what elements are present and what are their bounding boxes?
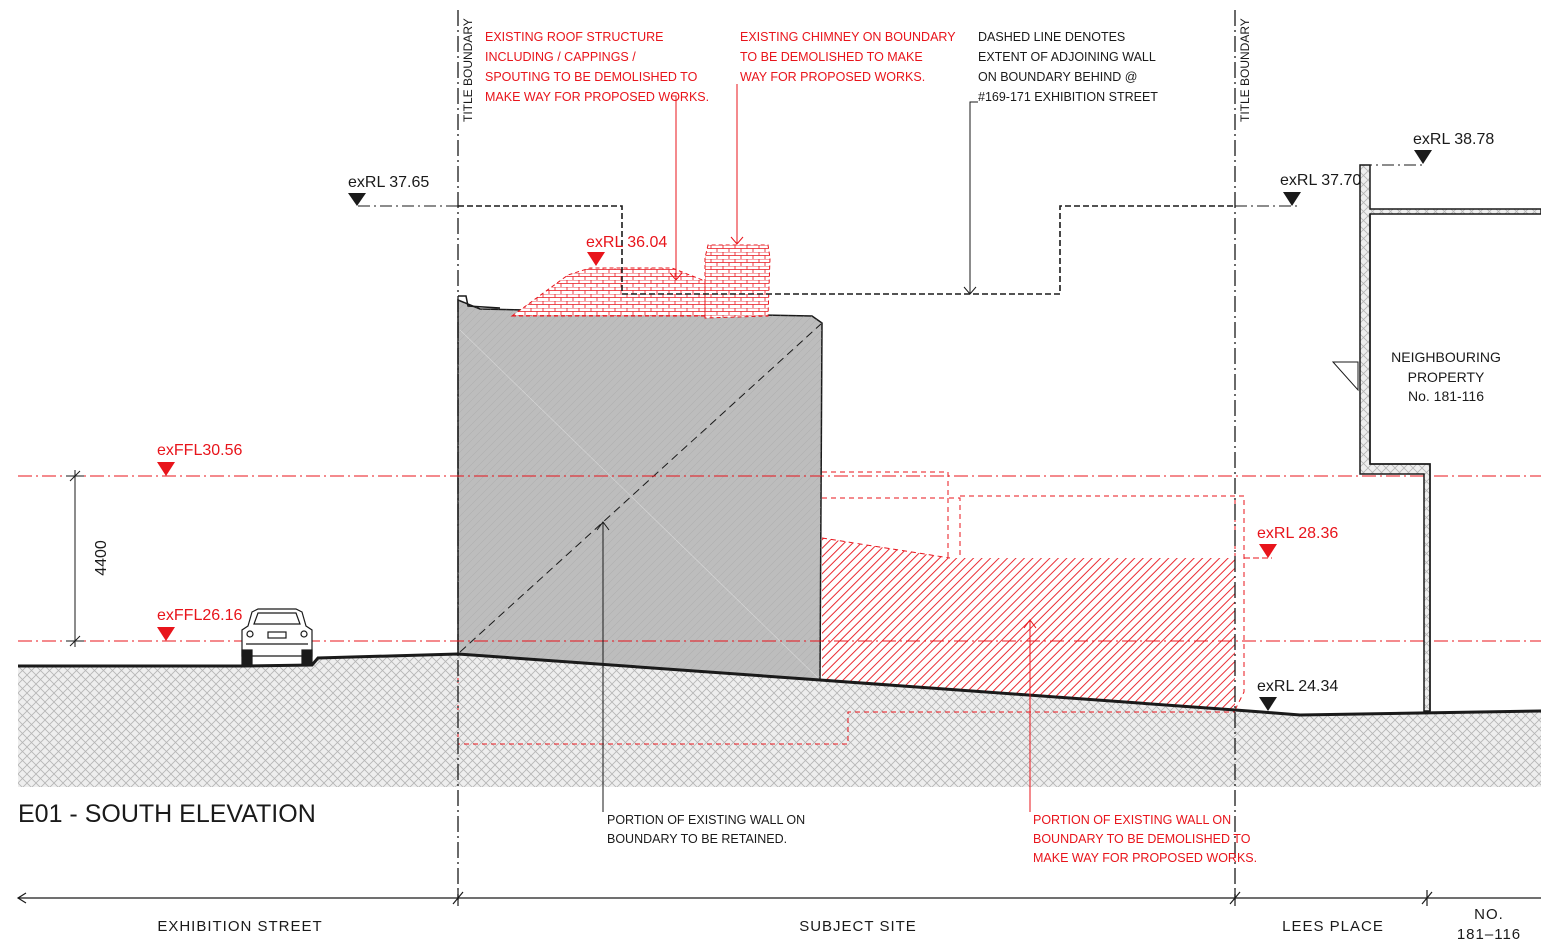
ffl-2616-label: exFFL26.16 bbox=[157, 607, 242, 624]
note-dashed: DASHED LINE DENOTES EXTENT OF ADJOINING … bbox=[978, 30, 1158, 104]
title-boundary-right-label: TITLE BOUNDARY bbox=[1238, 18, 1252, 122]
leaders-red bbox=[669, 84, 1037, 812]
leaders-black bbox=[596, 101, 978, 812]
note-chimney: EXISTING CHIMNEY ON BOUNDARY TO BE DEMOL… bbox=[740, 30, 956, 84]
svg-text:DASHED LINE DENOTES: DASHED LINE DENOTES bbox=[978, 30, 1125, 44]
ground-hatch bbox=[18, 654, 1541, 787]
svg-text:PORTION OF EXISTING WALL ON: PORTION OF EXISTING WALL ON bbox=[607, 813, 805, 827]
car-icon bbox=[241, 608, 313, 665]
neighbour-wall bbox=[1331, 164, 1541, 712]
rl-2434-marker bbox=[1259, 697, 1277, 711]
zone-lees-place: LEES PLACE bbox=[1282, 918, 1384, 935]
svg-text:EXTENT OF ADJOINING WALL: EXTENT OF ADJOINING WALL bbox=[978, 50, 1156, 64]
ffl-2616-marker bbox=[157, 627, 175, 641]
adjoining-wall-outline bbox=[458, 205, 1235, 295]
zone-no-line-2: 181–116 bbox=[1457, 926, 1521, 943]
rl-3878-label: exRL 38.78 bbox=[1413, 131, 1494, 148]
neighbour-line-2: PROPERTY bbox=[1408, 369, 1485, 385]
rl-2434-label: exRL 24.34 bbox=[1257, 678, 1338, 695]
title-boundary-left-label: TITLE BOUNDARY bbox=[461, 18, 475, 122]
rl-2836-label: exRL 28.36 bbox=[1257, 525, 1338, 542]
svg-text:EXISTING CHIMNEY ON BOUNDARY: EXISTING CHIMNEY ON BOUNDARY bbox=[740, 30, 956, 44]
svg-text:EXISTING ROOF STRUCTURE: EXISTING ROOF STRUCTURE bbox=[485, 30, 663, 44]
ffl-3056-label: exFFL30.56 bbox=[157, 442, 242, 459]
zone-exhibition-street: EXHIBITION STREET bbox=[157, 918, 322, 935]
svg-text:ON BOUNDARY BEHIND @: ON BOUNDARY BEHIND @ bbox=[978, 70, 1137, 84]
neighbour-line-3: No. 181-116 bbox=[1408, 388, 1484, 404]
ffl-3056-marker bbox=[157, 462, 175, 476]
svg-text:TO BE DEMOLISHED TO MAKE: TO BE DEMOLISHED TO MAKE bbox=[740, 50, 923, 64]
svg-text:BOUNDARY TO BE RETAINED.: BOUNDARY TO BE RETAINED. bbox=[607, 832, 787, 846]
rl-3765-label: exRL 37.65 bbox=[348, 174, 429, 191]
svg-text:MAKE WAY FOR PROPOSED WORKS.: MAKE WAY FOR PROPOSED WORKS. bbox=[485, 90, 709, 104]
chimney-demolish bbox=[704, 244, 771, 319]
rl-3604-marker bbox=[587, 252, 605, 266]
rl-3770-marker bbox=[1283, 192, 1301, 206]
rl-3878-marker bbox=[1414, 150, 1432, 164]
dimension-4400 bbox=[66, 470, 84, 647]
svg-text:PORTION OF EXISTING WALL ON: PORTION OF EXISTING WALL ON bbox=[1033, 813, 1231, 827]
svg-text:BOUNDARY TO BE DEMOLISHED TO: BOUNDARY TO BE DEMOLISHED TO bbox=[1033, 832, 1251, 846]
note-demolished: PORTION OF EXISTING WALL ON BOUNDARY TO … bbox=[1033, 813, 1257, 865]
svg-text:INCLUDING / CAPPINGS /: INCLUDING / CAPPINGS / bbox=[485, 50, 636, 64]
rl-2836-marker bbox=[1259, 544, 1277, 558]
rl-3765-marker bbox=[348, 193, 366, 206]
rl-3604-label: exRL 36.04 bbox=[586, 234, 667, 251]
roof-demolish bbox=[510, 267, 706, 317]
zone-no-line-1: NO. bbox=[1474, 906, 1504, 923]
zone-subject-site: SUBJECT SITE bbox=[799, 918, 917, 935]
demolish-wall-hatch bbox=[822, 538, 1235, 710]
dimension-4400-label: 4400 bbox=[93, 540, 110, 576]
zone-line bbox=[16, 890, 1541, 906]
svg-text:#169-171 EXHIBITION STREET: #169-171 EXHIBITION STREET bbox=[978, 90, 1158, 104]
svg-text:SPOUTING TO BE DEMOLISHED TO: SPOUTING TO BE DEMOLISHED TO bbox=[485, 70, 698, 84]
svg-text:WAY FOR PROPOSED WORKS.: WAY FOR PROPOSED WORKS. bbox=[740, 70, 925, 84]
svg-text:MAKE WAY FOR PROPOSED WORKS.: MAKE WAY FOR PROPOSED WORKS. bbox=[1033, 851, 1257, 865]
ground-line bbox=[18, 652, 1541, 717]
note-retained: PORTION OF EXISTING WALL ON BOUNDARY TO … bbox=[607, 813, 805, 846]
note-roof: EXISTING ROOF STRUCTURE INCLUDING / CAPP… bbox=[485, 30, 709, 104]
retained-diagonal bbox=[459, 323, 822, 653]
rl-3770-label: exRL 37.70 bbox=[1280, 172, 1361, 189]
neighbour-line-1: NEIGHBOURING bbox=[1391, 349, 1501, 365]
drawing-title: E01 - SOUTH ELEVATION bbox=[18, 800, 316, 828]
